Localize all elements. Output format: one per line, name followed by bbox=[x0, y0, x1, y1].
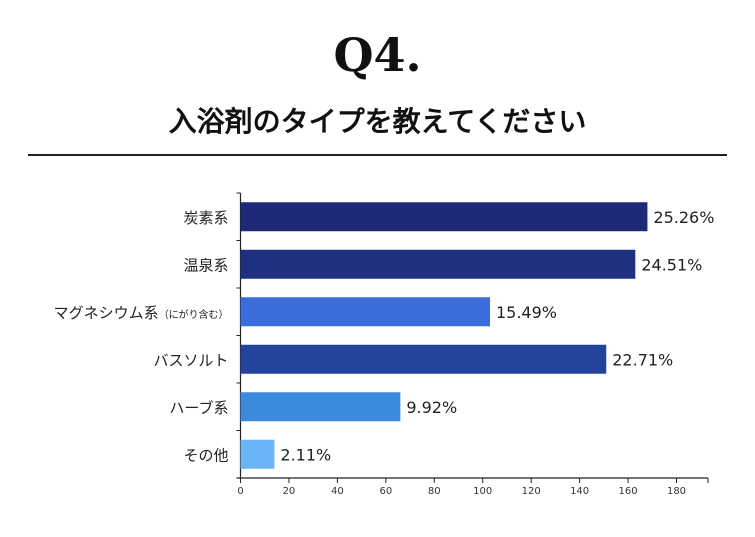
data-label: 22.71% bbox=[612, 350, 673, 369]
x-tick-label: 60 bbox=[379, 486, 392, 497]
category-label: 炭素系 bbox=[183, 209, 228, 227]
x-tick-label: 40 bbox=[331, 486, 344, 497]
data-label: 24.51% bbox=[641, 255, 702, 274]
category-label: バスソルト bbox=[153, 351, 228, 369]
x-tick-label: 0 bbox=[237, 486, 243, 497]
bar bbox=[240, 202, 648, 232]
bar bbox=[240, 344, 607, 374]
chart-subtitle: 入浴剤のタイプを教えてください bbox=[168, 105, 587, 138]
data-label: 9.92% bbox=[406, 398, 457, 417]
category-label: マグネシウム系（にがり含む） bbox=[54, 304, 229, 322]
bar bbox=[240, 297, 490, 327]
x-tick-label: 80 bbox=[428, 486, 441, 497]
x-tick-label: 180 bbox=[667, 486, 686, 497]
title-divider bbox=[28, 154, 727, 156]
bar bbox=[240, 249, 636, 279]
category-label: その他 bbox=[183, 446, 228, 464]
x-tick-label: 160 bbox=[619, 486, 638, 497]
data-label: 25.26% bbox=[653, 208, 714, 227]
x-tick-label: 140 bbox=[570, 486, 589, 497]
data-label: 15.49% bbox=[496, 303, 557, 322]
bar bbox=[240, 392, 401, 422]
x-tick-label: 100 bbox=[473, 486, 492, 497]
category-label: ハーブ系 bbox=[169, 399, 228, 417]
bar bbox=[240, 439, 275, 469]
x-tick-label: 120 bbox=[522, 486, 541, 497]
category-label: 温泉系 bbox=[183, 256, 228, 274]
data-label: 2.11% bbox=[280, 445, 331, 464]
x-tick-label: 20 bbox=[283, 486, 296, 497]
chart-title: Q4. bbox=[333, 28, 422, 82]
